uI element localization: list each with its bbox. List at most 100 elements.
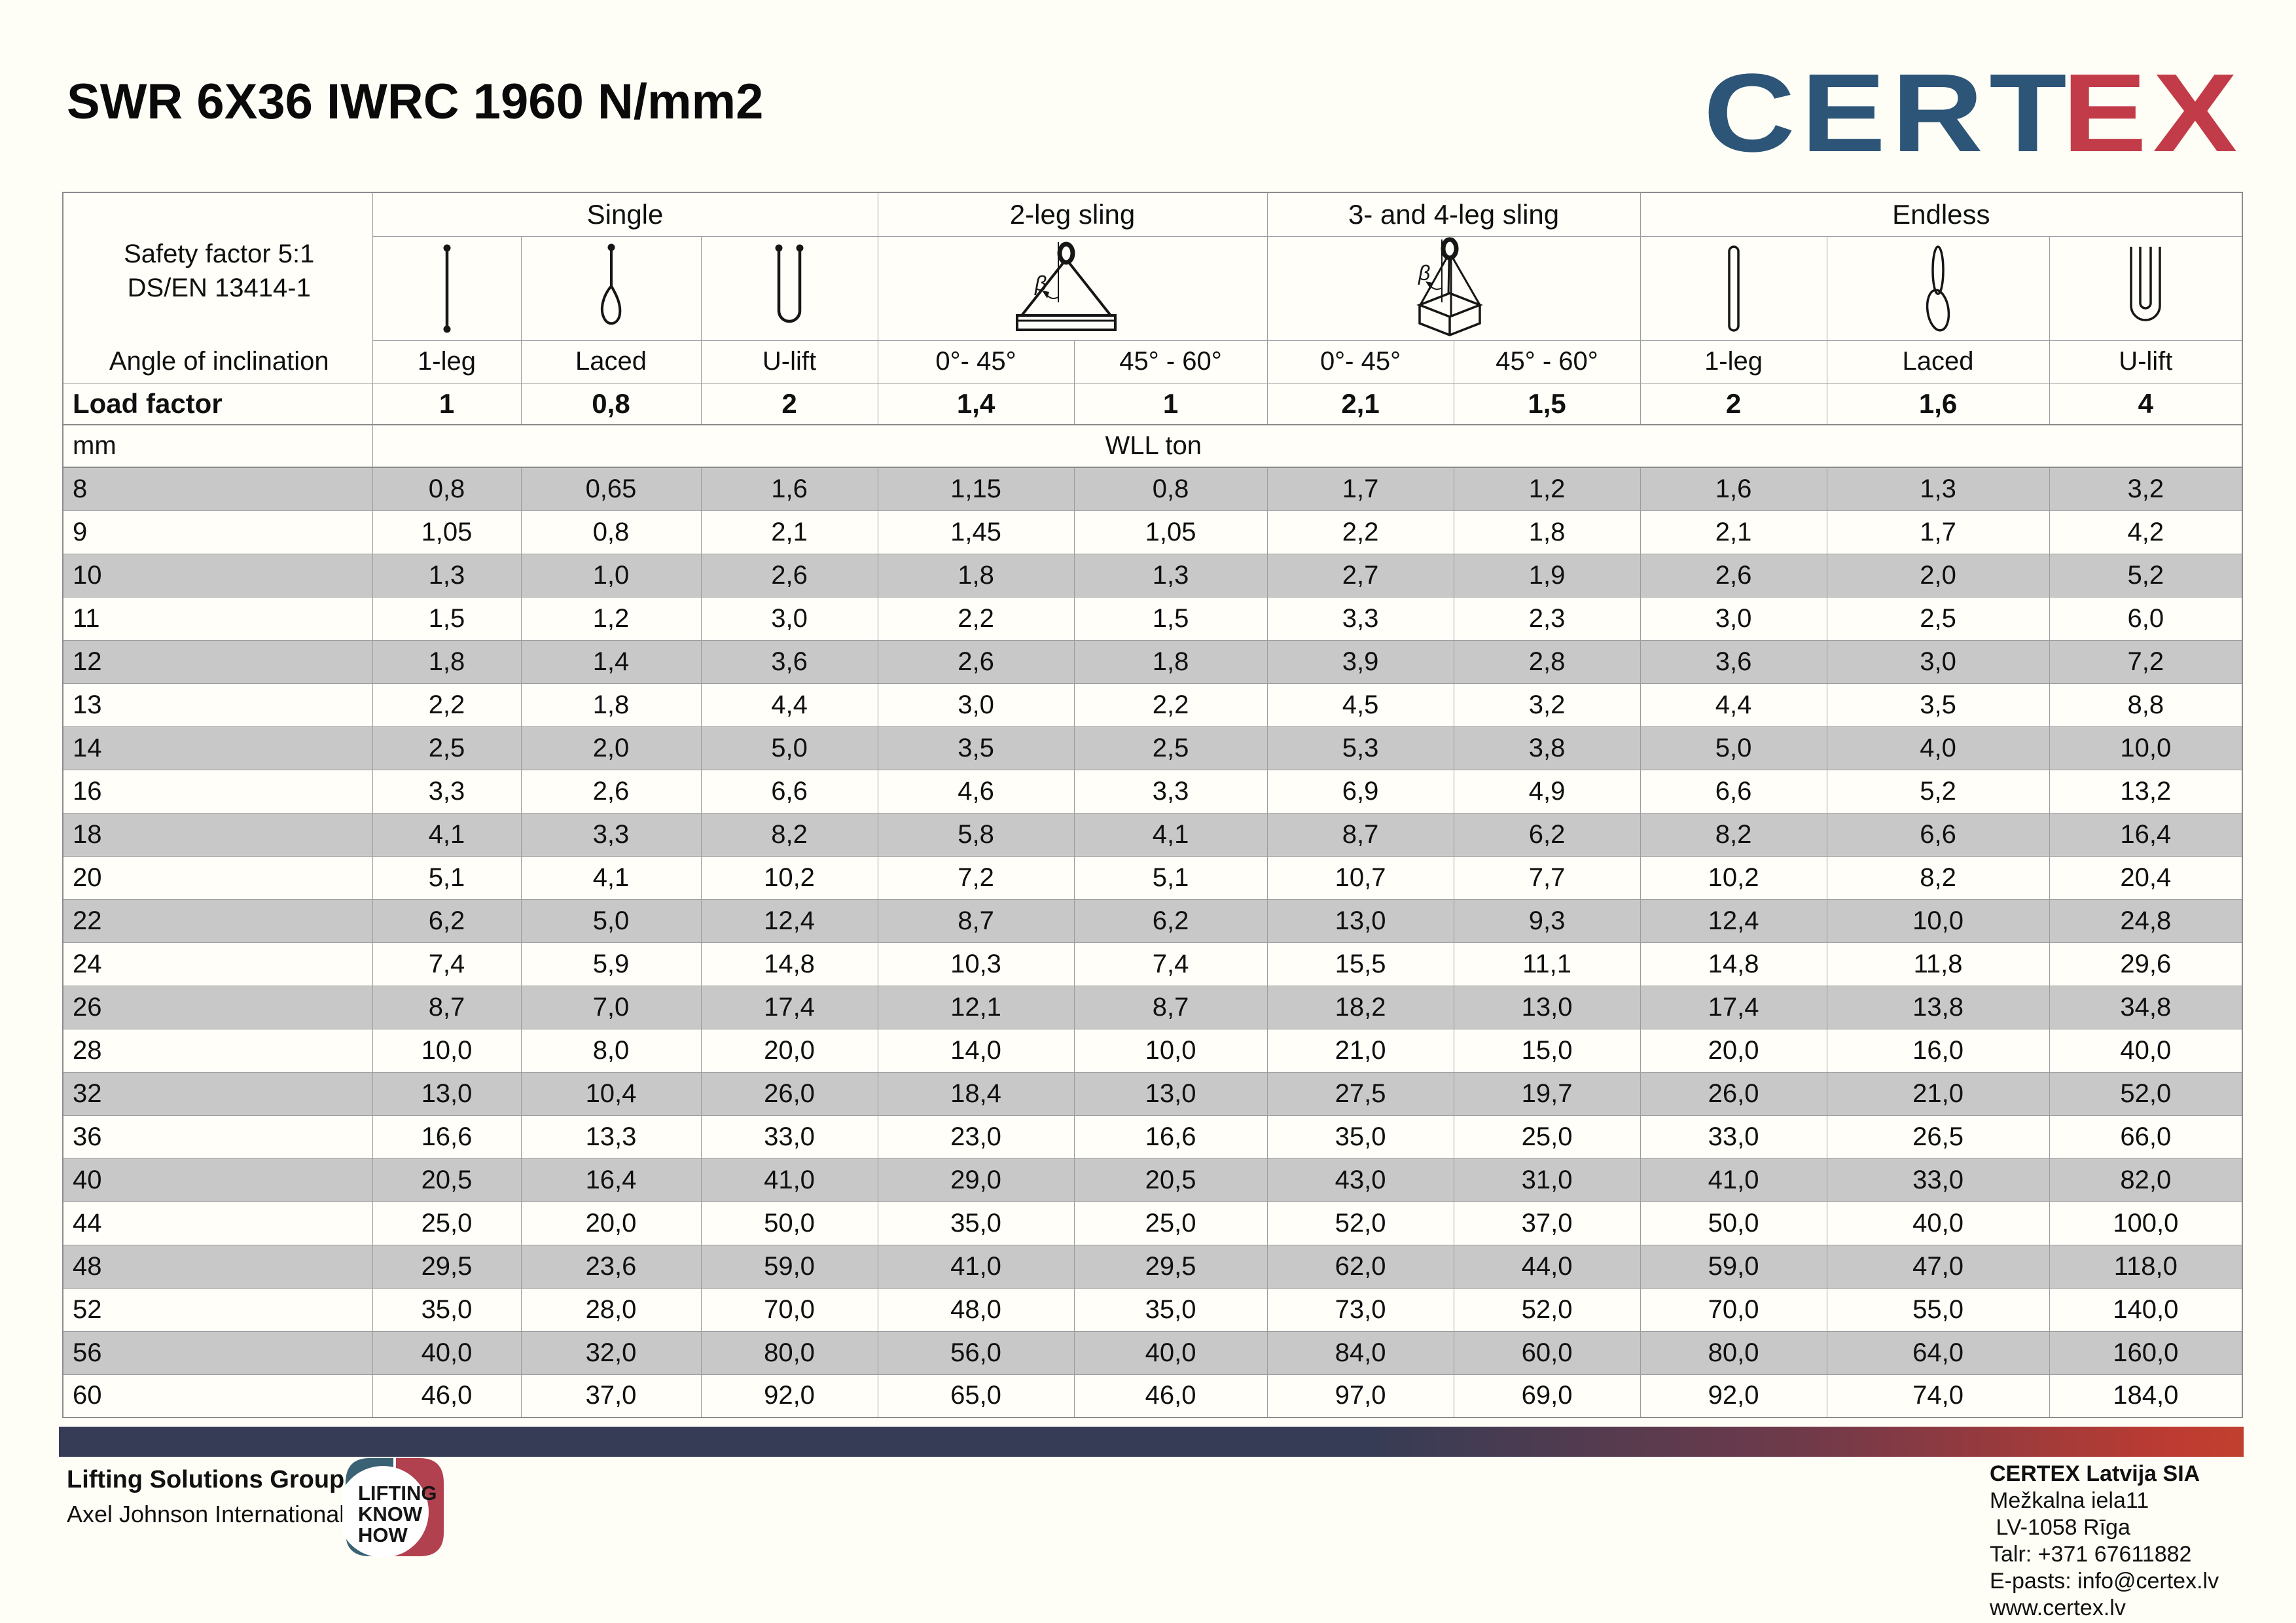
- wll-value: 1,8: [1453, 510, 1641, 554]
- table-row: 22 6,2 5,0 12,4 8,7 6,2 13,0 9,3 12,4 10,0 24,8: [62, 899, 2243, 943]
- wll-value: 56,0: [877, 1330, 1075, 1375]
- table-row: 36 16,6 13,3 33,0 23,0 16,6 35,0 25,0 33,0 26,5 66…: [62, 1115, 2243, 1159]
- wll-value: 2,0: [520, 726, 702, 770]
- wll-value: 80,0: [700, 1330, 878, 1375]
- wll-value: 160,0: [2049, 1330, 2243, 1375]
- wll-value: 2,6: [700, 553, 878, 597]
- rope-diameter-mm: 44: [62, 1201, 373, 1245]
- wll-value: 10,4: [520, 1071, 702, 1116]
- wll-value: 66,0: [2049, 1115, 2243, 1159]
- wll-value: 7,0: [520, 985, 702, 1029]
- wll-value: 40,0: [1073, 1330, 1268, 1375]
- wll-value: 4,4: [700, 683, 878, 727]
- wll-value: 8,7: [1073, 985, 1268, 1029]
- wll-value: 20,0: [700, 1028, 878, 1073]
- certex-logo: CERTEX: [1704, 58, 2244, 169]
- wll-value: 20,0: [1640, 1028, 1827, 1073]
- wll-value: 184,0: [2049, 1374, 2243, 1418]
- wll-value: 4,0: [1826, 726, 2050, 770]
- wll-value: 10,7: [1266, 855, 1454, 900]
- wll-value: 7,4: [372, 942, 522, 986]
- wll-value: 26,5: [1826, 1115, 2050, 1159]
- wll-value: 1,3: [372, 553, 522, 597]
- wll-value: 2,2: [1073, 683, 1268, 727]
- wll-value: 3,5: [1826, 683, 2050, 727]
- wll-value: 84,0: [1266, 1330, 1454, 1375]
- table-row: 52 35,0 28,0 70,0 48,0 35,0 73,0 52,0 70,0 55,0 14…: [62, 1287, 2243, 1332]
- wll-value: 7,2: [2049, 639, 2243, 684]
- contact-street: Mežkalna iela11: [1990, 1488, 2149, 1513]
- wll-value: 13,2: [2049, 769, 2243, 813]
- rope-diameter-mm: 16: [62, 769, 373, 813]
- wll-value: 37,0: [1453, 1201, 1641, 1245]
- wll-value: 14,8: [1640, 942, 1827, 986]
- column-label: Laced: [520, 340, 702, 383]
- wll-value: 26,0: [1640, 1071, 1827, 1116]
- wll-value: 1,2: [520, 596, 702, 641]
- wll-value: 140,0: [2049, 1287, 2243, 1332]
- table-row: 13 2,2 1,8 4,4 3,0 2,2 4,5 3,2 4,4 3,5 8,8: [62, 683, 2243, 727]
- wll-value: 59,0: [700, 1244, 878, 1289]
- wll-value: 23,0: [877, 1115, 1075, 1159]
- wll-value: 23,6: [520, 1244, 702, 1289]
- wll-value: 9,3: [1453, 899, 1641, 943]
- wll-value: 1,9: [1453, 553, 1641, 597]
- wll-value: 2,3: [1453, 596, 1641, 641]
- wll-value: 20,5: [1073, 1158, 1268, 1202]
- wll-value: 80,0: [1640, 1330, 1827, 1375]
- endless-laced-icon: [1827, 243, 2049, 334]
- wll-value: 5,0: [1640, 726, 1827, 770]
- wll-value: 41,0: [700, 1158, 878, 1202]
- rope-diameter-mm: 56: [62, 1330, 373, 1375]
- wll-value: 2,2: [372, 683, 522, 727]
- page-title: SWR 6X36 IWRC 1960 N/mm2: [67, 74, 764, 130]
- wll-value: 33,0: [1826, 1158, 2050, 1202]
- column-label: 1-leg: [1640, 340, 1827, 383]
- wll-value: 11,8: [1826, 942, 2050, 986]
- wll-value: 6,6: [1826, 812, 2050, 857]
- lifting-know-how-badge: LIFTING KNOW HOW: [337, 1458, 447, 1561]
- footer-group-block: Lifting Solutions Group Axel Johnson Int…: [67, 1466, 344, 1528]
- wll-value: 13,0: [372, 1071, 522, 1116]
- wll-value: 40,0: [2049, 1028, 2243, 1073]
- table-row: 44 25,0 20,0 50,0 35,0 25,0 52,0 37,0 50,0 40,0 10…: [62, 1201, 2243, 1245]
- wll-value: 34,8: [2049, 985, 2243, 1029]
- rope-diameter-mm: 11: [62, 596, 373, 641]
- rope-diameter-mm: 10: [62, 553, 373, 597]
- wll-value: 0,8: [372, 467, 522, 511]
- wll-value: 6,9: [1266, 769, 1454, 813]
- wll-value: 14,0: [877, 1028, 1075, 1073]
- wll-value: 2,5: [1073, 726, 1268, 770]
- two-leg-sling-icon: β: [878, 240, 1266, 338]
- wll-value: 20,5: [372, 1158, 522, 1202]
- group-header-3-4-leg: 3- and 4-leg sling: [1266, 192, 1641, 237]
- wll-value: 2,1: [700, 510, 878, 554]
- wll-value: 33,0: [1640, 1115, 1827, 1159]
- table-row: 28 10,0 8,0 20,0 14,0 10,0 21,0 15,0 20,0 16,0 40,…: [62, 1028, 2243, 1073]
- wll-value: 10,2: [700, 855, 878, 900]
- wll-value: 7,2: [877, 855, 1075, 900]
- svg-text:KNOW: KNOW: [358, 1503, 423, 1525]
- wll-value: 2,8: [1453, 639, 1641, 684]
- wll-value: 8,7: [372, 985, 522, 1029]
- wll-value: 4,4: [1640, 683, 1827, 727]
- rope-diameter-mm: 52: [62, 1287, 373, 1332]
- wll-value: 16,6: [372, 1115, 522, 1159]
- wll-value: 1,8: [1073, 639, 1268, 684]
- icon-row: β: [63, 236, 2243, 341]
- svg-text:HOW: HOW: [358, 1524, 408, 1546]
- wll-value: 33,0: [700, 1115, 878, 1159]
- wll-value: 31,0: [1453, 1158, 1641, 1202]
- wll-value: 52,0: [2049, 1071, 2243, 1116]
- wll-value: 3,3: [520, 812, 702, 857]
- wll-value: 2,2: [1266, 510, 1454, 554]
- wll-value: 25,0: [1073, 1201, 1268, 1245]
- wll-value: 3,0: [1826, 639, 2050, 684]
- table-row: 9 1,05 0,8 2,1 1,45 1,05 2,2 1,8 2,1 1,7 4,2: [62, 510, 2243, 554]
- wll-value: 1,05: [372, 510, 522, 554]
- column-label: 45° - 60°: [1453, 340, 1641, 383]
- wll-value: 14,8: [700, 942, 878, 986]
- wll-value: 92,0: [700, 1374, 878, 1418]
- endless-1-leg-icon: [1641, 243, 1826, 334]
- load-factor-value: 1,5: [1453, 382, 1641, 425]
